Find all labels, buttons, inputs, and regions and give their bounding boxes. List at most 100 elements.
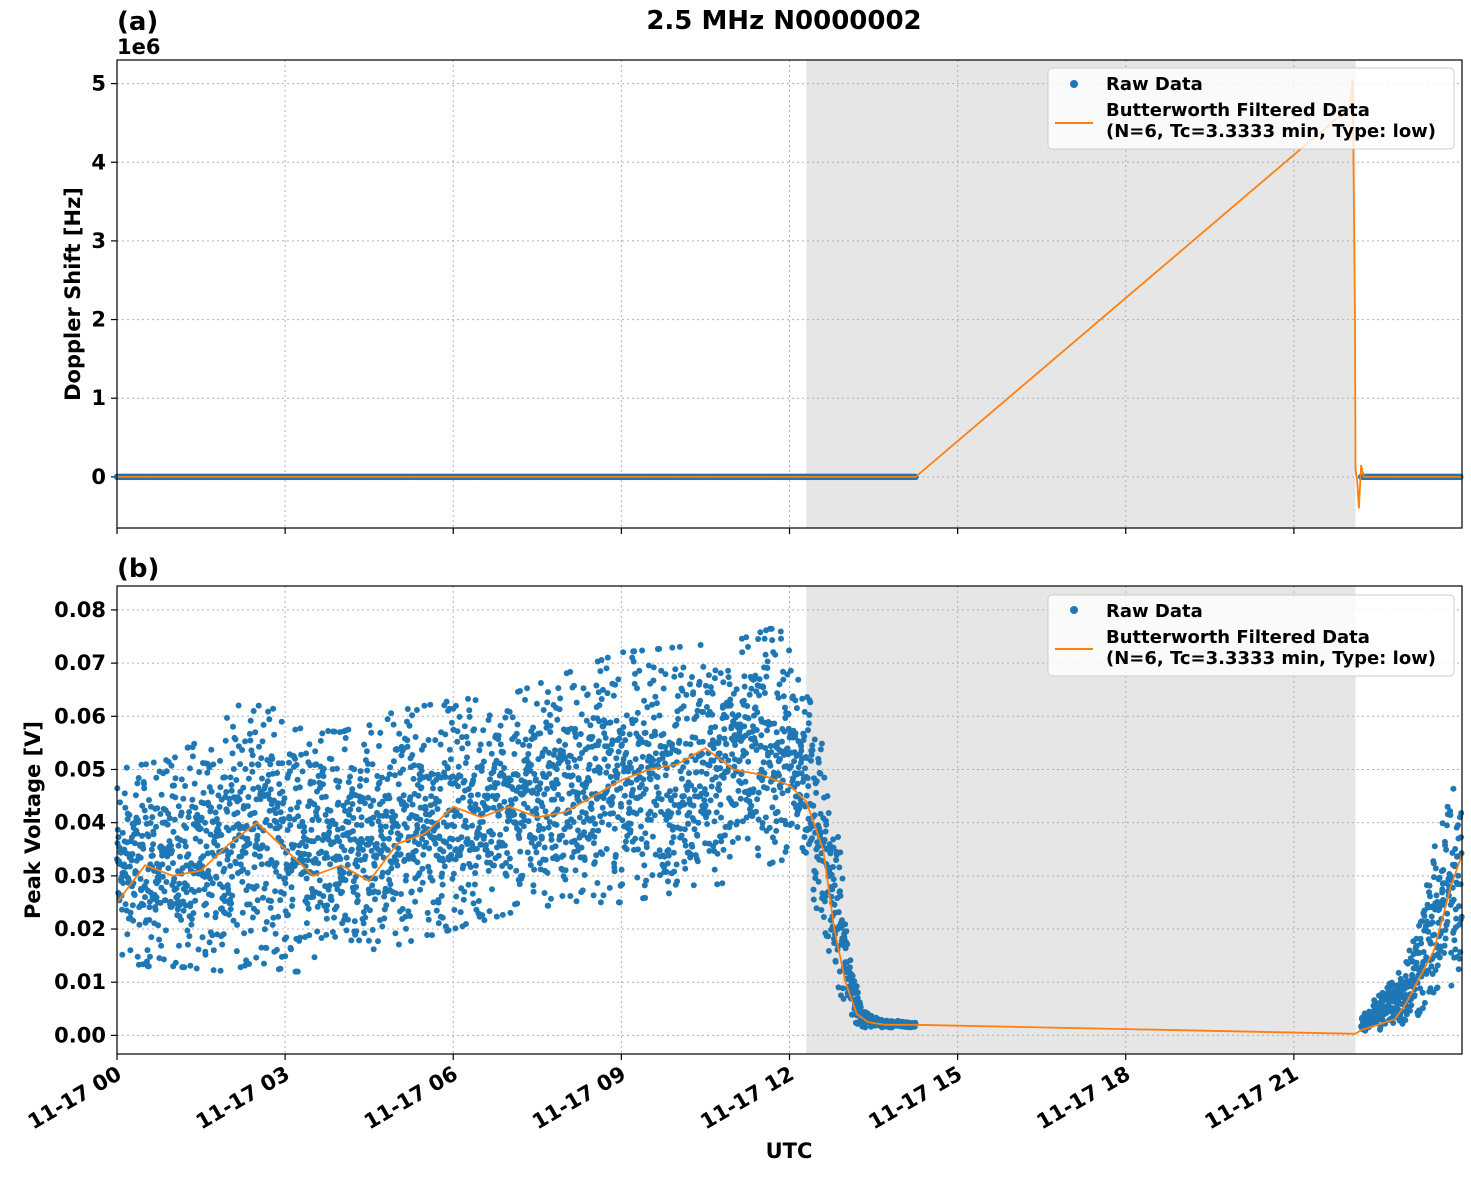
raw-data-point (704, 821, 711, 827)
raw-data-point (759, 820, 766, 826)
raw-data-point (462, 817, 469, 824)
raw-data-point (745, 758, 752, 765)
raw-data-point (1413, 935, 1420, 942)
raw-data-point (192, 897, 199, 904)
x-tick-label: 11-17 03 (192, 1062, 294, 1135)
raw-data-point (507, 909, 514, 916)
raw-data-point (200, 789, 207, 796)
raw-data-point (830, 864, 836, 870)
raw-data-point (212, 910, 219, 916)
raw-data-point (589, 733, 596, 740)
raw-data-point (698, 768, 705, 775)
raw-data-point (335, 799, 342, 806)
raw-data-point (836, 968, 843, 975)
raw-data-point (349, 786, 356, 793)
raw-data-point (228, 900, 235, 907)
raw-data-point (732, 742, 739, 748)
raw-data-point (748, 802, 755, 809)
raw-data-point (292, 726, 299, 733)
raw-data-point (537, 780, 544, 787)
raw-data-point (571, 837, 578, 844)
raw-data-point (171, 875, 178, 882)
raw-data-point (670, 834, 677, 841)
raw-data-point (120, 880, 127, 886)
raw-data-point (687, 681, 693, 688)
raw-data-point (490, 804, 497, 811)
raw-data-point (466, 847, 473, 854)
raw-data-point (544, 785, 550, 792)
raw-data-point (114, 826, 121, 833)
raw-data-point (283, 934, 290, 941)
raw-data-point (251, 851, 258, 858)
raw-data-point (621, 792, 628, 799)
raw-data-point (350, 888, 357, 895)
raw-data-point (144, 947, 151, 954)
raw-data-point (680, 664, 687, 671)
raw-data-point (611, 868, 618, 875)
raw-data-point (268, 898, 275, 904)
raw-data-point (435, 899, 442, 906)
raw-data-point (716, 787, 723, 794)
raw-data-point (772, 794, 779, 801)
raw-data-point (141, 807, 148, 814)
raw-data-point (284, 827, 291, 833)
raw-data-point (223, 789, 230, 795)
raw-data-point (722, 832, 728, 839)
panel-b-y-ticks: 0.000.010.020.030.040.050.060.070.08 (54, 598, 117, 1047)
raw-data-point (442, 731, 449, 738)
raw-data-point (368, 835, 375, 842)
raw-data-point (522, 696, 528, 703)
raw-data-point (817, 770, 824, 777)
raw-data-point (415, 792, 422, 799)
raw-data-point (245, 794, 252, 800)
raw-data-point (777, 756, 783, 763)
raw-data-point (447, 756, 454, 763)
raw-data-point (170, 828, 177, 835)
raw-data-point (698, 790, 705, 797)
raw-data-point (251, 864, 258, 871)
raw-data-point (662, 671, 669, 678)
raw-data-point (165, 865, 172, 872)
raw-data-point (141, 780, 147, 787)
raw-data-point (265, 791, 272, 798)
raw-data-point (140, 902, 147, 908)
raw-data-point (688, 782, 695, 789)
raw-data-point (263, 945, 270, 951)
raw-data-point (651, 812, 658, 819)
raw-data-point (328, 897, 335, 904)
raw-data-point (627, 827, 634, 834)
raw-data-point (218, 832, 225, 838)
raw-data-point (229, 873, 235, 880)
raw-data-point (209, 880, 216, 887)
raw-data-point (494, 792, 501, 799)
raw-data-point (620, 724, 627, 731)
raw-data-point (387, 829, 394, 836)
raw-data-point (157, 899, 164, 906)
raw-data-point (289, 896, 296, 903)
raw-data-point (633, 810, 640, 817)
raw-data-point (612, 852, 619, 858)
raw-data-point (1450, 896, 1457, 903)
raw-data-point (172, 775, 179, 782)
raw-data-point (175, 842, 182, 849)
raw-data-point (227, 906, 234, 913)
raw-data-point (774, 808, 781, 815)
raw-data-point (503, 826, 510, 832)
raw-data-point (144, 958, 150, 965)
raw-data-point (712, 774, 719, 781)
raw-data-point (475, 898, 482, 904)
raw-data-point (366, 722, 373, 729)
raw-data-point (780, 693, 787, 700)
panel-a-offset-label: 1e6 (117, 35, 160, 59)
raw-data-point (221, 892, 228, 899)
raw-data-point (685, 820, 692, 827)
raw-data-point (486, 712, 493, 719)
raw-data-point (803, 849, 809, 856)
raw-data-point (713, 792, 720, 799)
raw-data-point (671, 868, 678, 875)
raw-data-point (189, 796, 196, 803)
raw-data-point (756, 676, 763, 683)
raw-data-point (460, 862, 467, 869)
raw-data-point (392, 812, 399, 819)
raw-data-point (191, 888, 198, 895)
